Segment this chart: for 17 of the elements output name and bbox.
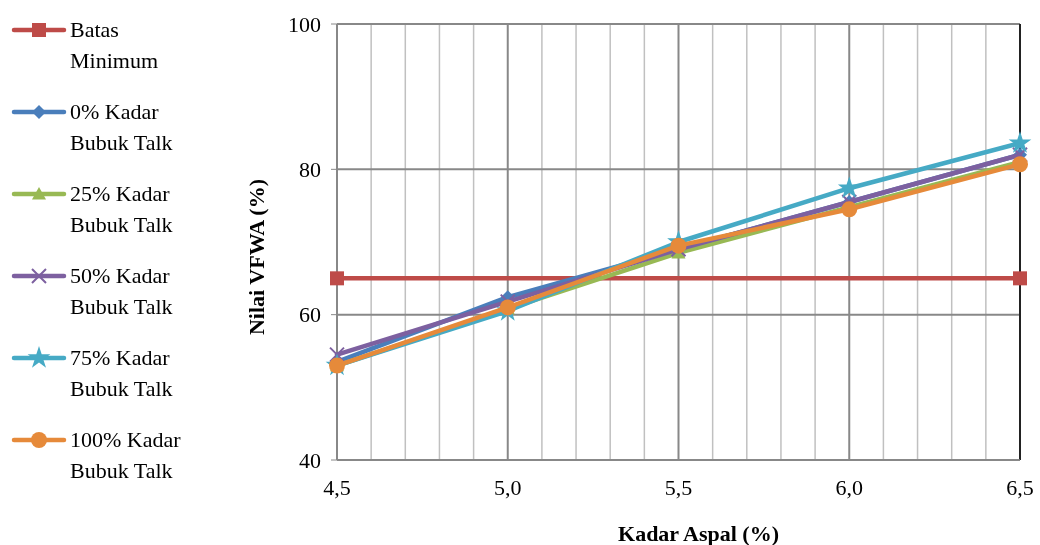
x-tick-label: 4,5 [323, 475, 351, 500]
legend-label: 75% Kadar Bubuk Talk [70, 345, 173, 401]
y-tick-label: 100 [288, 11, 321, 37]
legend-label: 25% Kadar Bubuk Talk [70, 181, 173, 237]
legend-label: 0% Kadar Bubuk Talk [70, 99, 173, 155]
x-axis-title: Kadar Aspal (%) [618, 521, 779, 545]
y-tick-label: 80 [299, 157, 321, 183]
x-tick-label: 5,5 [664, 475, 693, 500]
y-axis-title: Nilai VFWA (%) [244, 178, 269, 336]
legend-label: 100% Kadar Bubuk Talk [70, 427, 182, 483]
x-tick-label: 6,0 [835, 475, 863, 500]
y-tick-label: 40 [299, 447, 321, 473]
x-tick-label: 6,5 [1006, 475, 1034, 500]
legend-label: Batas Minimum [70, 17, 159, 73]
legend-label: 50% Kadar Bubuk Talk [70, 263, 173, 319]
y-tick-label: 60 [299, 302, 321, 328]
x-tick-label: 5,0 [494, 475, 522, 500]
